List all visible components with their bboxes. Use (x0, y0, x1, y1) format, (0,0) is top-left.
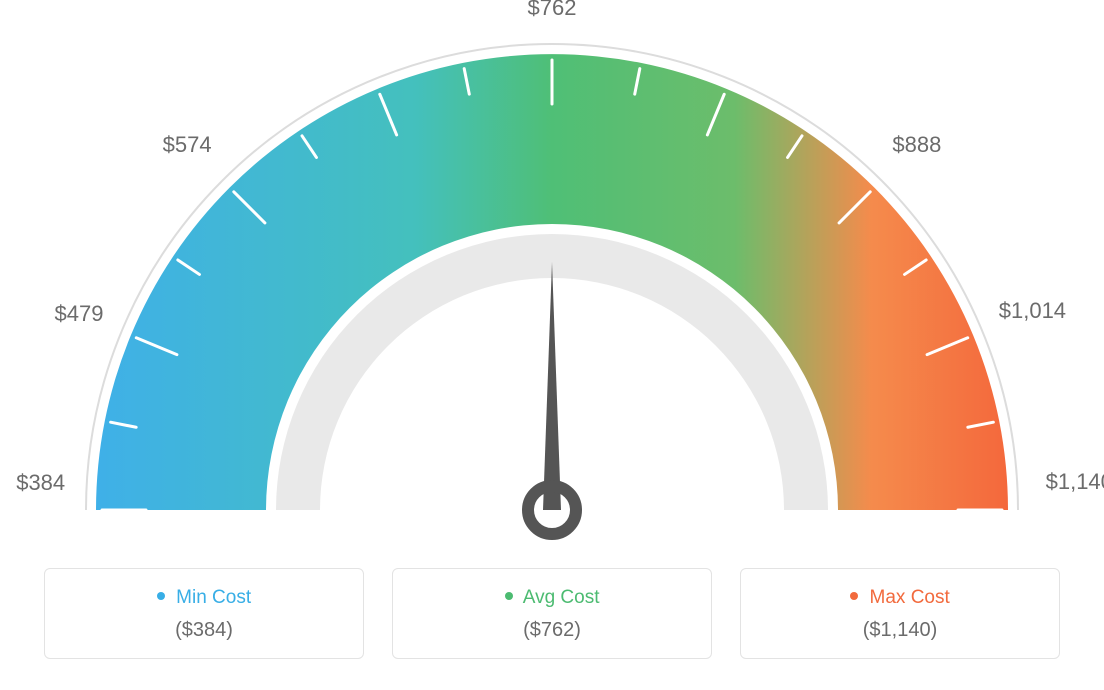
gauge-tick-label: $1,140 (1046, 469, 1104, 495)
dot-icon (157, 592, 165, 600)
dot-icon (505, 592, 513, 600)
legend-label: Max Cost (870, 587, 950, 608)
legend-value-min: ($384) (45, 619, 363, 642)
legend-title-avg: Avg Cost (393, 587, 711, 609)
gauge-tick-label: $1,014 (999, 298, 1066, 324)
legend-card-avg: Avg Cost ($762) (392, 568, 712, 659)
legend-label: Min Cost (176, 587, 251, 608)
legend-card-max: Max Cost ($1,140) (740, 568, 1060, 659)
legend-value-max: ($1,140) (741, 619, 1059, 642)
legend-value-avg: ($762) (393, 619, 711, 642)
gauge-tick-label: $574 (163, 132, 212, 158)
gauge-svg (0, 0, 1104, 560)
gauge-tick-label: $888 (892, 132, 941, 158)
legend-title-min: Min Cost (45, 587, 363, 609)
legend-label: Avg Cost (523, 587, 600, 608)
gauge-tick-label: $384 (16, 470, 65, 496)
gauge-chart: $384 $479 $574 $762 $888 $1,014 $1,140 (0, 0, 1104, 560)
dot-icon (850, 592, 858, 600)
gauge-tick-label: $762 (528, 0, 577, 21)
legend-title-max: Max Cost (741, 587, 1059, 609)
gauge-tick-label: $479 (54, 301, 103, 327)
legend-row: Min Cost ($384) Avg Cost ($762) Max Cost… (0, 568, 1104, 659)
legend-card-min: Min Cost ($384) (44, 568, 364, 659)
